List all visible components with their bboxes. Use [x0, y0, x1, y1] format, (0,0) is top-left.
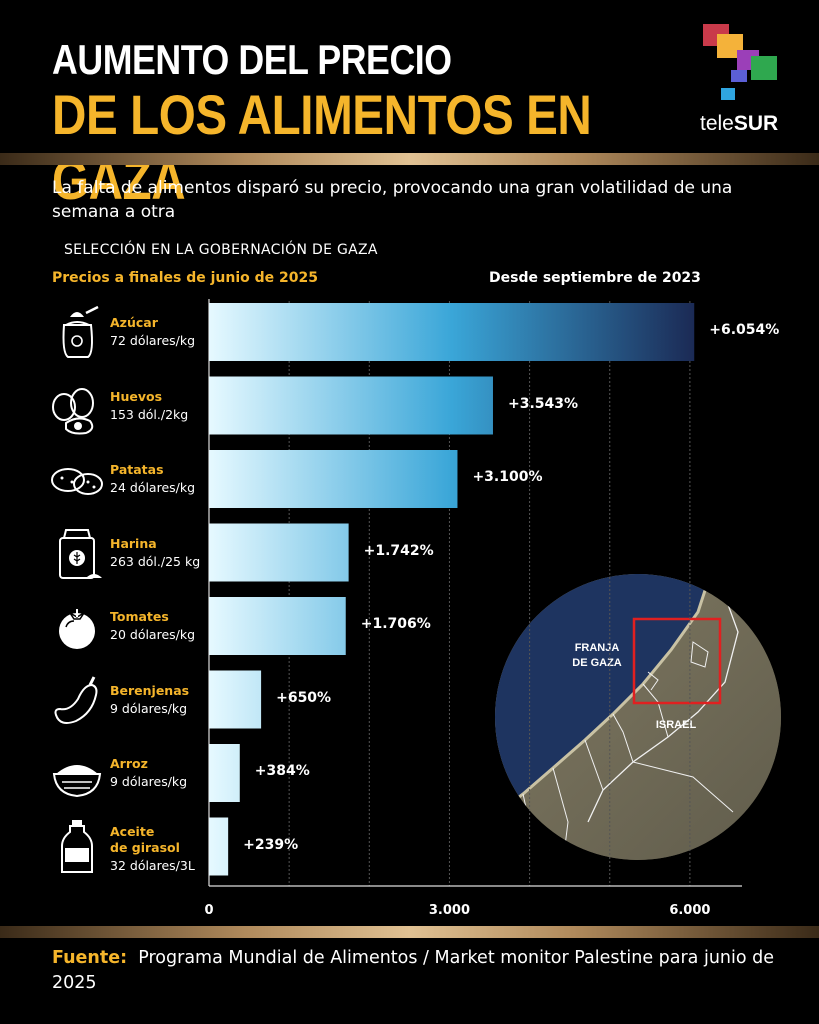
top-divider — [0, 153, 819, 165]
rice-bowl-icon — [52, 765, 102, 798]
category-label: Aceite — [110, 823, 155, 839]
potatoes-icon — [51, 468, 103, 495]
x-tick-label: 0 — [204, 903, 214, 918]
bar-6 — [209, 670, 262, 729]
tomato-icon — [59, 609, 95, 649]
source-text: Programa Mundial de Alimentos / Market m… — [52, 948, 775, 993]
x-tick-label: 6.000 — [669, 903, 711, 918]
prices-header: Precios a finales de junio de 2025 — [52, 270, 318, 286]
bar-value-label: +384% — [254, 763, 310, 779]
price-label: 32 dólares/3L — [110, 857, 195, 873]
eggplant-icon — [54, 675, 98, 724]
bar-value-label: +650% — [276, 689, 332, 706]
bottom-divider — [0, 926, 819, 938]
flour-bag-icon — [59, 528, 102, 579]
price-label: 9 dólares/kg — [110, 774, 188, 789]
map-highlight-box — [632, 617, 722, 705]
category-label: Berenjenas — [110, 682, 190, 698]
map-sea — [495, 574, 711, 817]
bar-2 — [209, 376, 493, 435]
logo-text-tele: tele — [700, 112, 734, 135]
bar-4 — [209, 523, 349, 582]
source-label: Fuente: — [52, 948, 128, 968]
category-label: Patatas — [110, 462, 164, 477]
map-label-gaza-1: FRANJA — [575, 642, 620, 654]
sugar-sack-icon — [62, 305, 99, 358]
bar-value-label: +6.054% — [709, 322, 780, 338]
price-label: 24 dólares/kg — [110, 480, 196, 495]
bar-value-label: +3.543% — [507, 395, 579, 412]
bar-value-label: +239% — [243, 836, 299, 853]
bar-8 — [209, 817, 229, 876]
title-line-1: AUMENTO DEL PRECIO — [52, 36, 452, 83]
price-label: 9 dólares/kg — [110, 700, 188, 716]
bar-value-label: +1.706% — [360, 616, 431, 632]
category-label: de girasol — [110, 839, 180, 855]
bar-5 — [209, 597, 346, 655]
increase-header: Desde septiembre de 2023 — [489, 270, 701, 286]
section-label: SELECCIÓN EN LA GOBERNACIÓN DE GAZA — [64, 242, 378, 258]
title-line-2: DE LOS ALIMENTOS EN GAZA — [52, 83, 592, 211]
bar-1 — [209, 303, 695, 361]
category-label: Azúcar — [110, 315, 158, 330]
category-label: Tomates — [110, 609, 169, 624]
bar-value-label: +3.100% — [472, 469, 543, 485]
category-label: Huevos — [110, 388, 163, 404]
subtitle: La falta de alimentos disparó su precio,… — [52, 178, 733, 222]
category-label: Arroz — [110, 756, 148, 771]
eggs-icon — [52, 387, 94, 434]
price-label: 72 dólares/kg — [110, 333, 196, 348]
price-label: 153 dól./2kg — [110, 406, 189, 422]
bar-value-label: +1.742% — [363, 542, 434, 559]
bar-7 — [209, 744, 240, 802]
price-label: 20 dólares/kg — [110, 627, 196, 642]
logo-wordmark: teleSUR — [700, 112, 778, 136]
map-label-israel: ISRAEL — [656, 719, 697, 731]
telesur-logo-icon — [703, 24, 777, 100]
logo-text-sur: SUR — [733, 112, 779, 135]
source-note: Fuente: Programa Mundial de Alimentos / … — [52, 946, 792, 996]
gaza-map: FRANJA DE GAZA ISRAEL — [495, 574, 781, 860]
x-tick-label: 3.000 — [428, 903, 470, 918]
price-label: 263 dól./25 kg — [110, 553, 201, 569]
bar-3 — [209, 450, 458, 508]
category-label: Harina — [110, 535, 157, 551]
oil-bottle-icon — [61, 819, 93, 873]
